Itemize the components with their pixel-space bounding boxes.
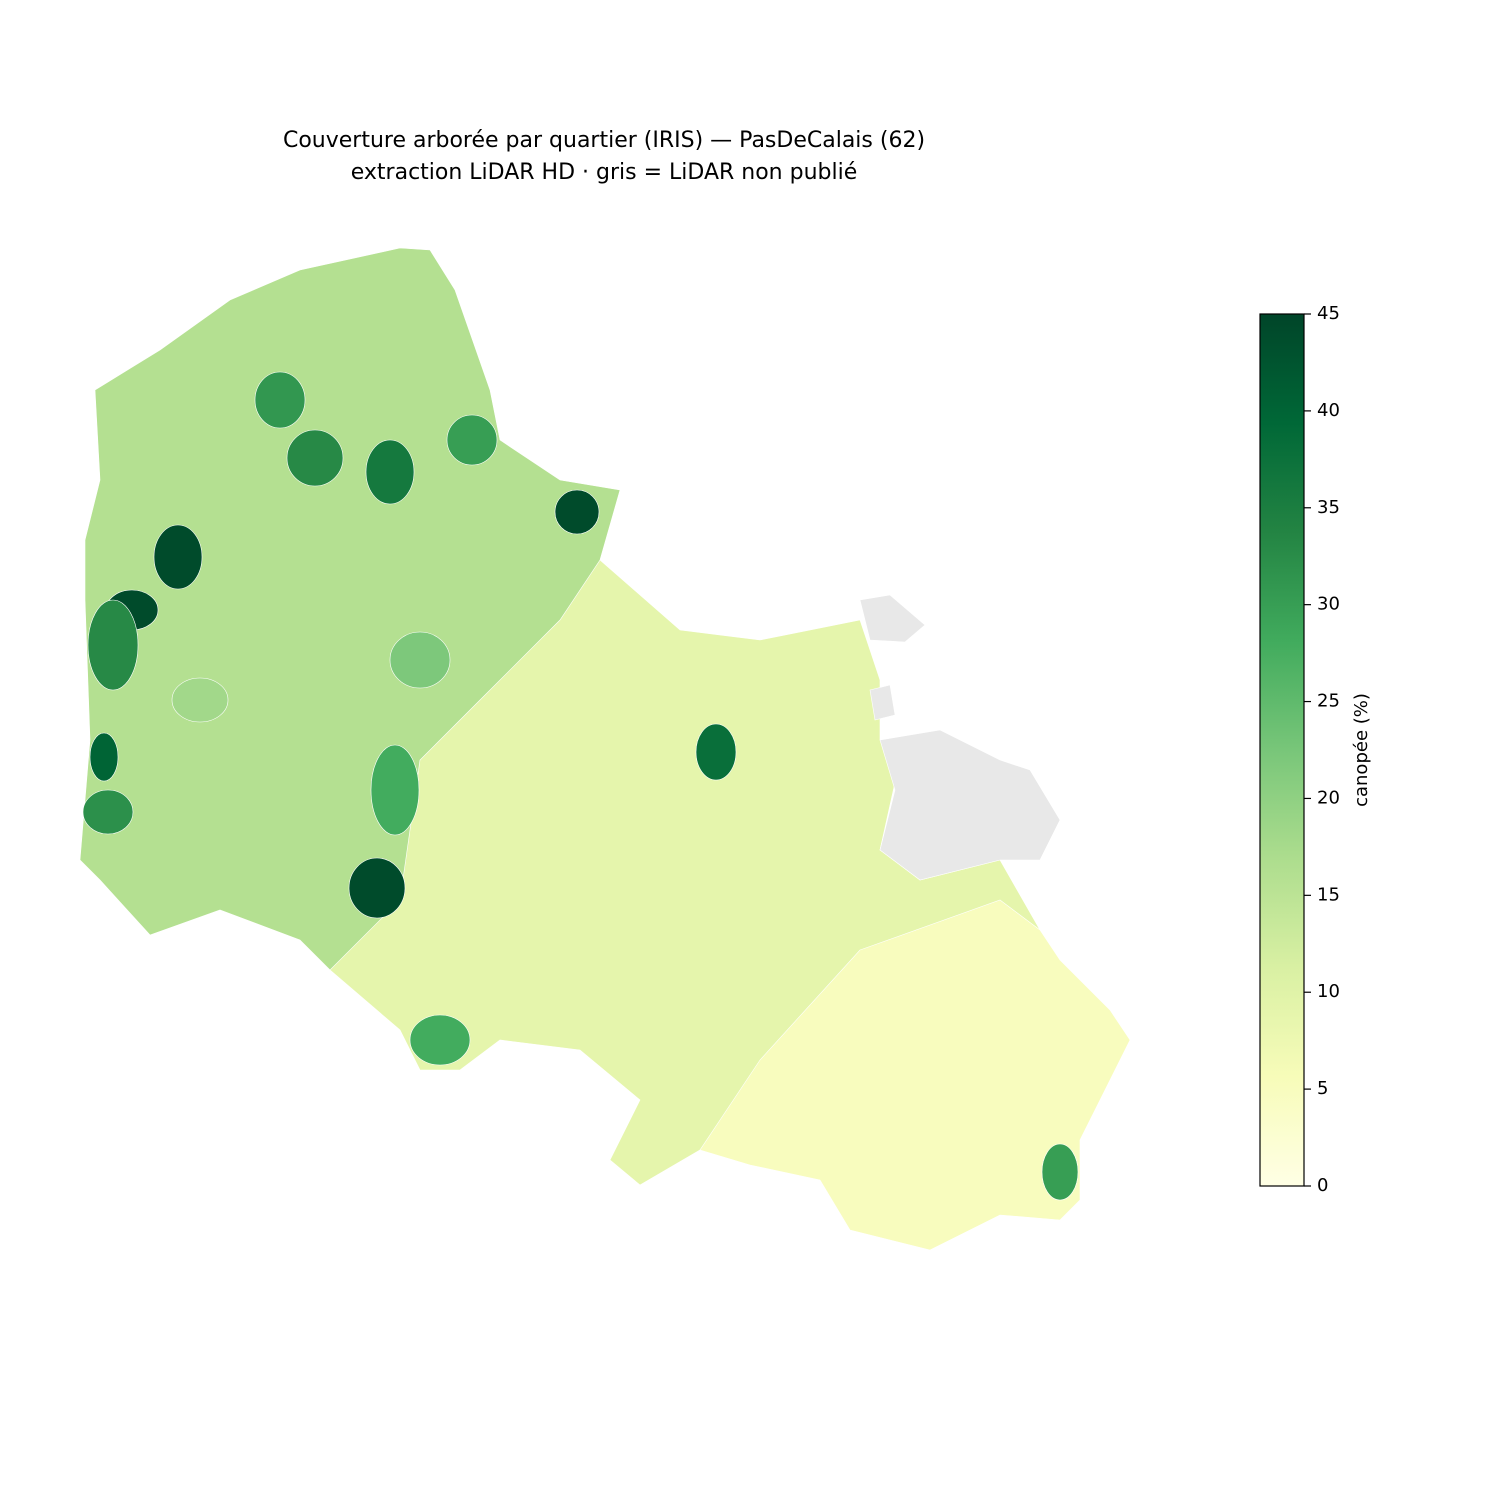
region xyxy=(409,1014,471,1066)
region xyxy=(89,732,119,782)
colorbar-tick-label: 20 xyxy=(1317,787,1340,808)
region xyxy=(554,489,600,535)
region xyxy=(389,631,451,689)
region xyxy=(365,439,415,505)
colorbar-tick-label: 40 xyxy=(1317,400,1340,421)
region xyxy=(446,414,498,466)
region xyxy=(171,677,229,723)
colorbar-tick-label: 15 xyxy=(1317,884,1340,905)
colorbar-tick-label: 5 xyxy=(1317,1078,1328,1099)
map-title: Couverture arborée par quartier (IRIS) —… xyxy=(283,128,925,153)
map-subtitle: extraction LiDAR HD · gris = LiDAR non p… xyxy=(351,160,858,185)
colorbar-tick-label: 35 xyxy=(1317,497,1340,518)
region xyxy=(370,744,420,836)
region xyxy=(695,723,737,781)
colorbar-label: canopée (%) xyxy=(1351,693,1372,807)
region xyxy=(699,899,1131,1251)
region xyxy=(1041,1143,1079,1201)
colorbar-tick-label: 45 xyxy=(1317,303,1340,324)
region xyxy=(348,857,406,919)
no-data-area xyxy=(859,594,1061,881)
region xyxy=(286,429,344,487)
region xyxy=(82,789,134,835)
colorbar xyxy=(1259,313,1305,1187)
region xyxy=(87,599,139,691)
region xyxy=(254,371,306,429)
map xyxy=(79,247,1131,1251)
colorbar-tick-label: 0 xyxy=(1317,1175,1328,1196)
colorbar-tick-label: 25 xyxy=(1317,691,1340,712)
colorbar-tick-label: 30 xyxy=(1317,594,1340,615)
colorbar-tick-label: 10 xyxy=(1317,981,1340,1002)
region xyxy=(153,524,203,590)
